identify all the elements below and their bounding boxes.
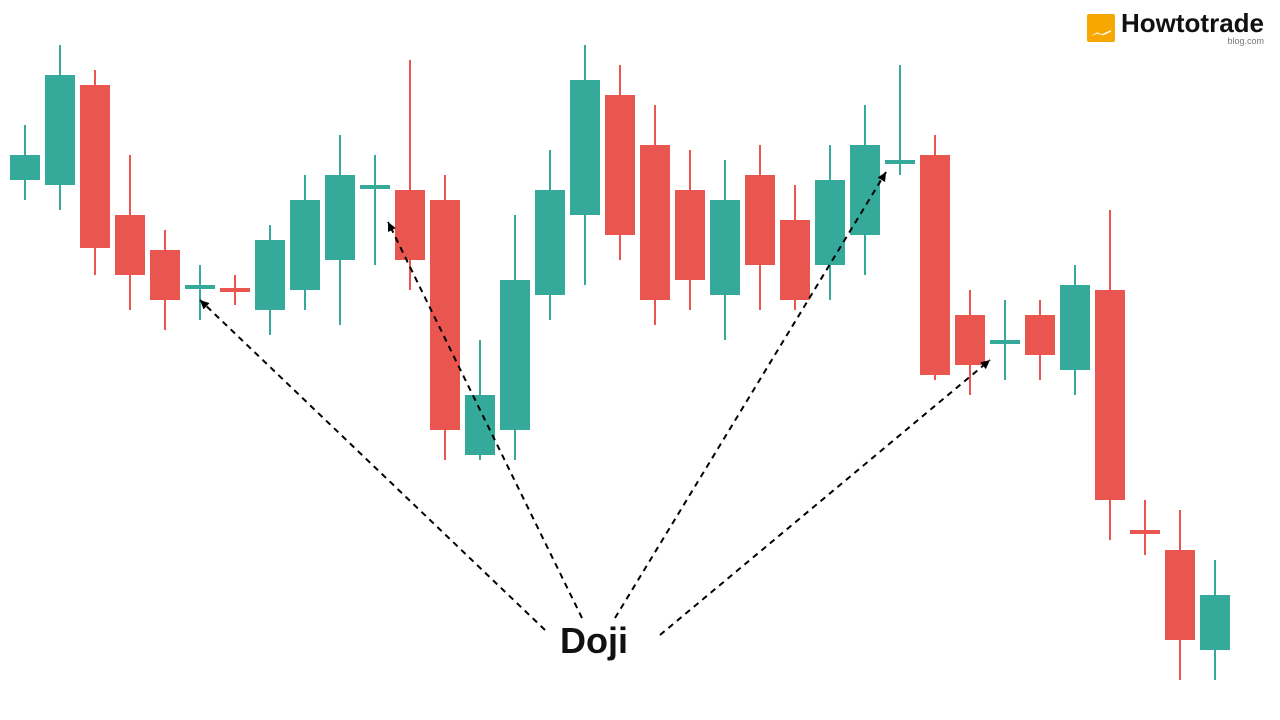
annotation-label: Doji [560, 620, 628, 662]
candlestick-chart [0, 0, 1280, 720]
